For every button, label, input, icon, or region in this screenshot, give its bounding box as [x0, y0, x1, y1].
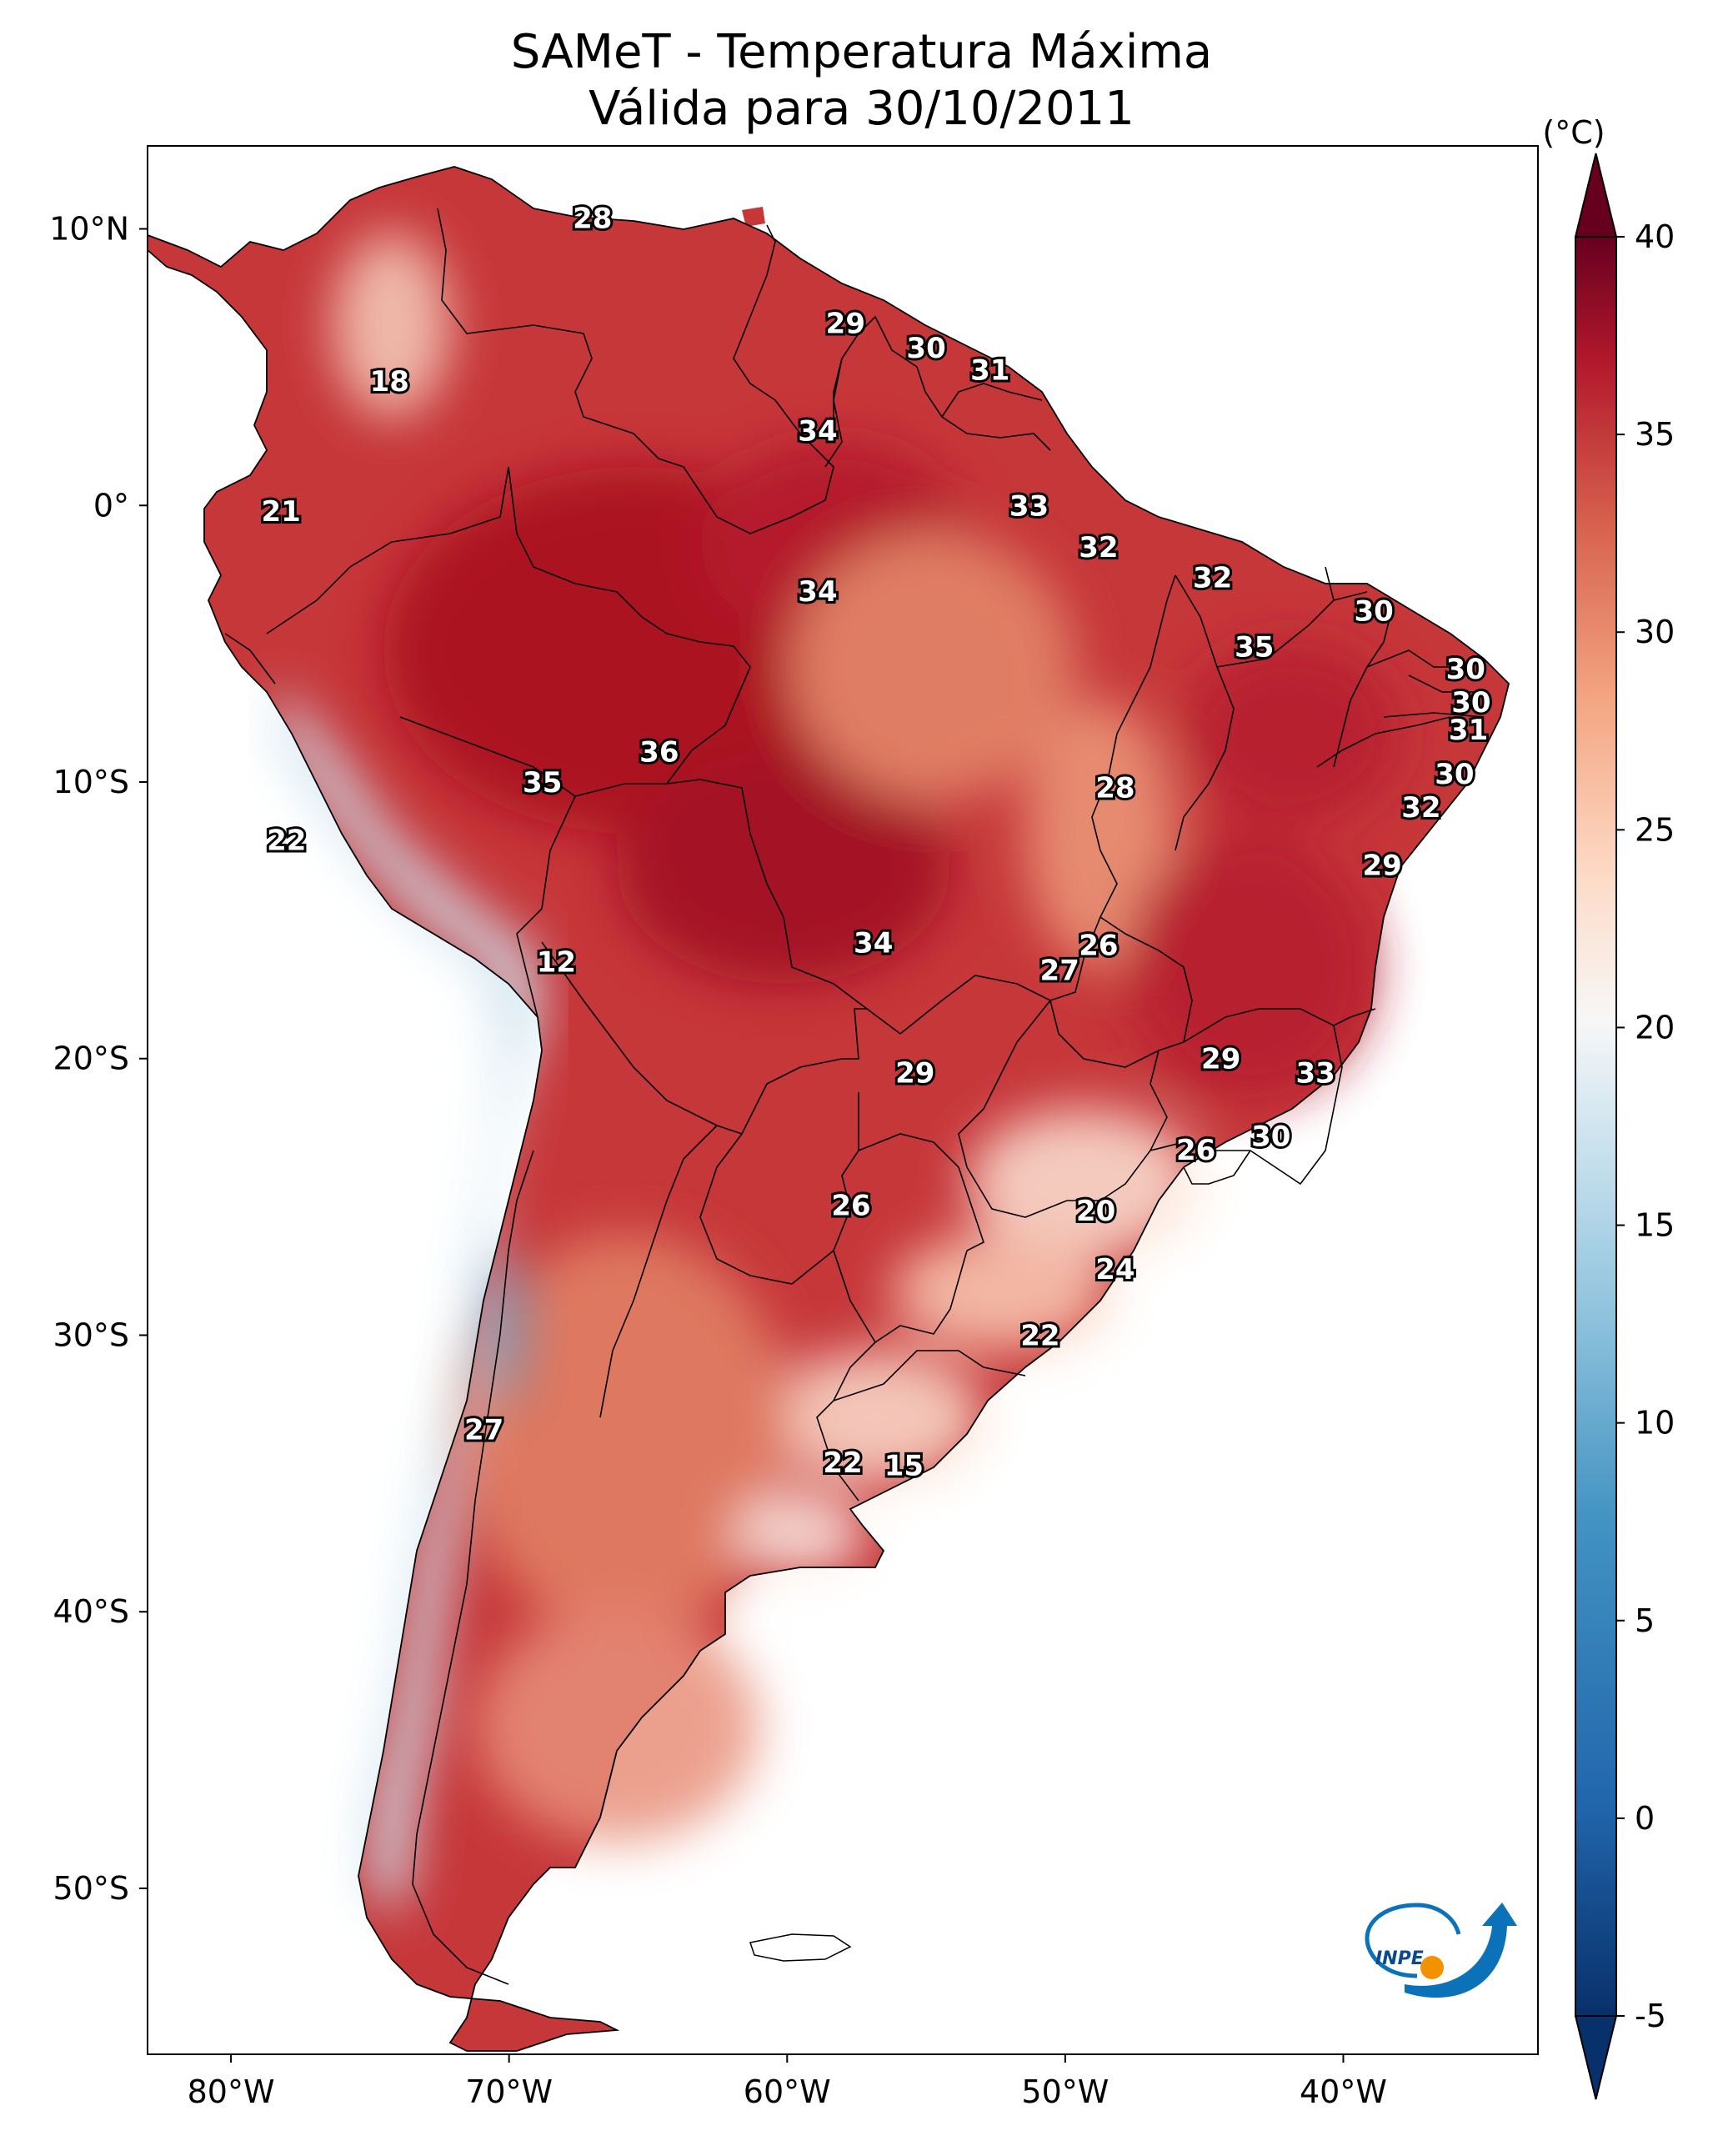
- y-tick-label: 10°N: [49, 211, 129, 248]
- colorbar-tick-label: 25: [1635, 811, 1675, 848]
- contour-value-label: 29: [1363, 850, 1402, 883]
- colorbar-tick-label: 35: [1635, 416, 1675, 453]
- contour-value-label: 30: [1451, 686, 1490, 720]
- contour-value-label: 34: [798, 575, 837, 609]
- contour-value-label: 22: [1020, 1319, 1059, 1352]
- contour-value-label: 31: [970, 354, 1009, 388]
- contour-value-label: 26: [1176, 1134, 1215, 1167]
- contour-value-label: 30: [906, 332, 945, 365]
- axis-ticks: 80°W 70°W 60°W 50°W 40°W 10°N 0° 10°S 20°S 30°S 40…: [49, 211, 1387, 2110]
- contour-value-label: 24: [1095, 1253, 1134, 1286]
- colorbar-ticks: 40 35 30 25 20 15 10 5 0 -5: [1616, 218, 1675, 2034]
- contour-value-label: 32: [1079, 531, 1118, 564]
- contour-value-label: 30: [1355, 594, 1394, 628]
- country-borders: [224, 208, 1485, 1985]
- contour-value-label: 32: [1193, 562, 1232, 595]
- contour-value-label: 18: [370, 365, 409, 399]
- contour-value-label: 31: [1449, 714, 1488, 747]
- contour-value-label: 15: [884, 1449, 924, 1482]
- contour-value-label: 30: [1446, 653, 1485, 686]
- map-frame: [147, 145, 1539, 2055]
- inpe-logo-arrow-icon: [1405, 1903, 1517, 1998]
- colorbar-tick-label: 0: [1635, 1800, 1655, 1837]
- y-tick-label: 20°S: [53, 1040, 129, 1077]
- contour-value-label: 34: [854, 926, 893, 960]
- colorbar-body: [1575, 236, 1617, 2017]
- contour-value-label: 28: [1095, 772, 1134, 805]
- colorbar-tick-label: 5: [1635, 1602, 1655, 1639]
- contour-value-label: 33: [1295, 1056, 1335, 1090]
- inpe-logo-text: INPE: [1375, 1948, 1424, 1969]
- contour-value-label: 22: [823, 1447, 862, 1480]
- inpe-logo-dot: [1420, 1956, 1444, 1979]
- y-tick-label: 0°: [93, 487, 129, 524]
- contour-value-label: 32: [1401, 791, 1440, 825]
- coastline: [147, 166, 1510, 2052]
- falkland-islands: [749, 1933, 852, 1962]
- contour-value-label: 30: [1435, 758, 1474, 791]
- contour-value-label: 35: [523, 766, 562, 800]
- inpe-logo: INPE: [1365, 1903, 1517, 1998]
- colorbar: 40 35 30 25 20 15 10 5 0 -5 (°C): [1542, 114, 1675, 2100]
- contour-value-label: 26: [1079, 930, 1118, 963]
- y-tick-label: 10°S: [53, 764, 129, 800]
- contour-value-label: 30: [1251, 1121, 1290, 1154]
- colorbar-tick-label: 15: [1635, 1207, 1675, 1244]
- x-tick-label: 70°W: [465, 2073, 553, 2110]
- colorbar-max-extension: [1574, 153, 1618, 238]
- y-tick-label: 50°S: [53, 1870, 129, 1907]
- x-tick-label: 80°W: [188, 2073, 275, 2110]
- inpe-logo-swoosh: [1365, 1903, 1461, 1978]
- contour-value-label: 29: [826, 307, 865, 340]
- contour-value-label: 29: [895, 1056, 934, 1090]
- title-line-2: Válida para 30/10/2011: [589, 82, 1134, 136]
- colorbar-tick-label: 10: [1635, 1405, 1675, 1442]
- contour-value-label: 12: [537, 946, 576, 980]
- contour-value-label: 20: [1076, 1195, 1115, 1228]
- y-tick-label: 40°S: [53, 1593, 129, 1630]
- contour-value-label: 29: [1201, 1043, 1240, 1076]
- colorbar-tick-label: 20: [1635, 1009, 1675, 1045]
- contour-value-label: 33: [1009, 489, 1049, 523]
- colorbar-tick-label: 40: [1635, 218, 1675, 255]
- colorbar-unit: (°C): [1542, 114, 1605, 151]
- contour-value-label: 22: [267, 825, 306, 858]
- contour-value-label: 28: [573, 202, 612, 235]
- x-tick-label: 40°W: [1300, 2073, 1387, 2110]
- contour-value-label: 27: [464, 1413, 503, 1447]
- x-tick-label: 50°W: [1021, 2073, 1109, 2110]
- title-line-1: SAMeT - Temperatura Máxima: [510, 25, 1213, 79]
- contour-value-label: 27: [1040, 955, 1079, 988]
- x-tick-label: 60°W: [744, 2073, 831, 2110]
- contour-value-label: 34: [798, 415, 837, 449]
- colorbar-tick-label: -5: [1635, 1998, 1666, 2034]
- contour-value-label: 26: [831, 1190, 870, 1223]
- contour-value-label: 21: [261, 495, 300, 529]
- colorbar-min-extension: [1574, 2015, 1618, 2100]
- colorbar-tick-label: 30: [1635, 614, 1675, 650]
- y-tick-label: 30°S: [53, 1316, 129, 1353]
- contour-value-label: 36: [639, 736, 679, 770]
- caribbean-islands: [742, 207, 765, 227]
- contour-value-label: 35: [1235, 630, 1274, 664]
